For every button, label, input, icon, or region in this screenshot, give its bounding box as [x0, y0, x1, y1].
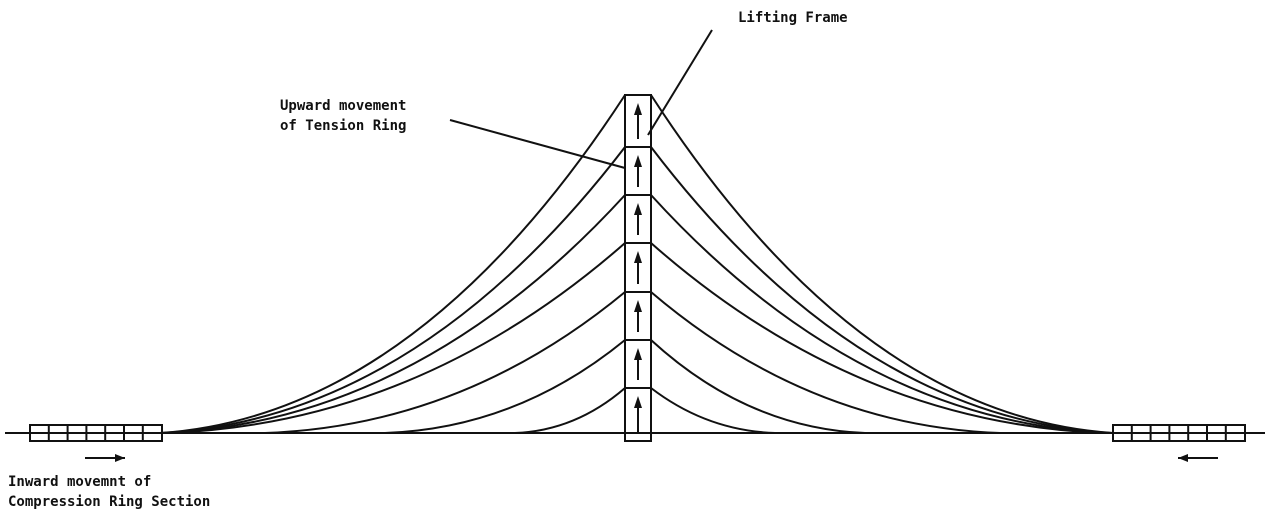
label: of Tension Ring [280, 118, 406, 134]
up-arrow-head [634, 203, 642, 215]
label: Compression Ring Section [8, 494, 210, 510]
cable [514, 387, 626, 434]
cable [264, 291, 626, 434]
up-arrow-head [634, 251, 642, 263]
label: Inward movemnt of [8, 474, 151, 490]
arrow-head [115, 454, 125, 462]
leader-line [647, 29, 713, 136]
cable [650, 194, 1109, 434]
leader-line [449, 119, 626, 169]
arrow-head [1178, 454, 1188, 462]
lifting-column [624, 94, 652, 442]
up-arrow-head [634, 155, 642, 167]
cable [650, 339, 866, 434]
cable [161, 146, 626, 434]
cable [650, 387, 776, 434]
cable [164, 194, 626, 434]
cable [167, 242, 626, 434]
cable [650, 94, 1114, 434]
cable [650, 146, 1112, 434]
cable [384, 339, 626, 434]
cable [650, 291, 1001, 434]
up-arrow-head [634, 396, 642, 408]
up-arrow-head [634, 103, 642, 115]
cables [159, 94, 1114, 434]
cable [650, 242, 1106, 434]
label: Lifting Frame [738, 10, 848, 26]
up-arrow-head [634, 300, 642, 312]
cable [159, 94, 626, 434]
up-arrow-head [634, 348, 642, 360]
label: Upward movement [280, 98, 406, 114]
